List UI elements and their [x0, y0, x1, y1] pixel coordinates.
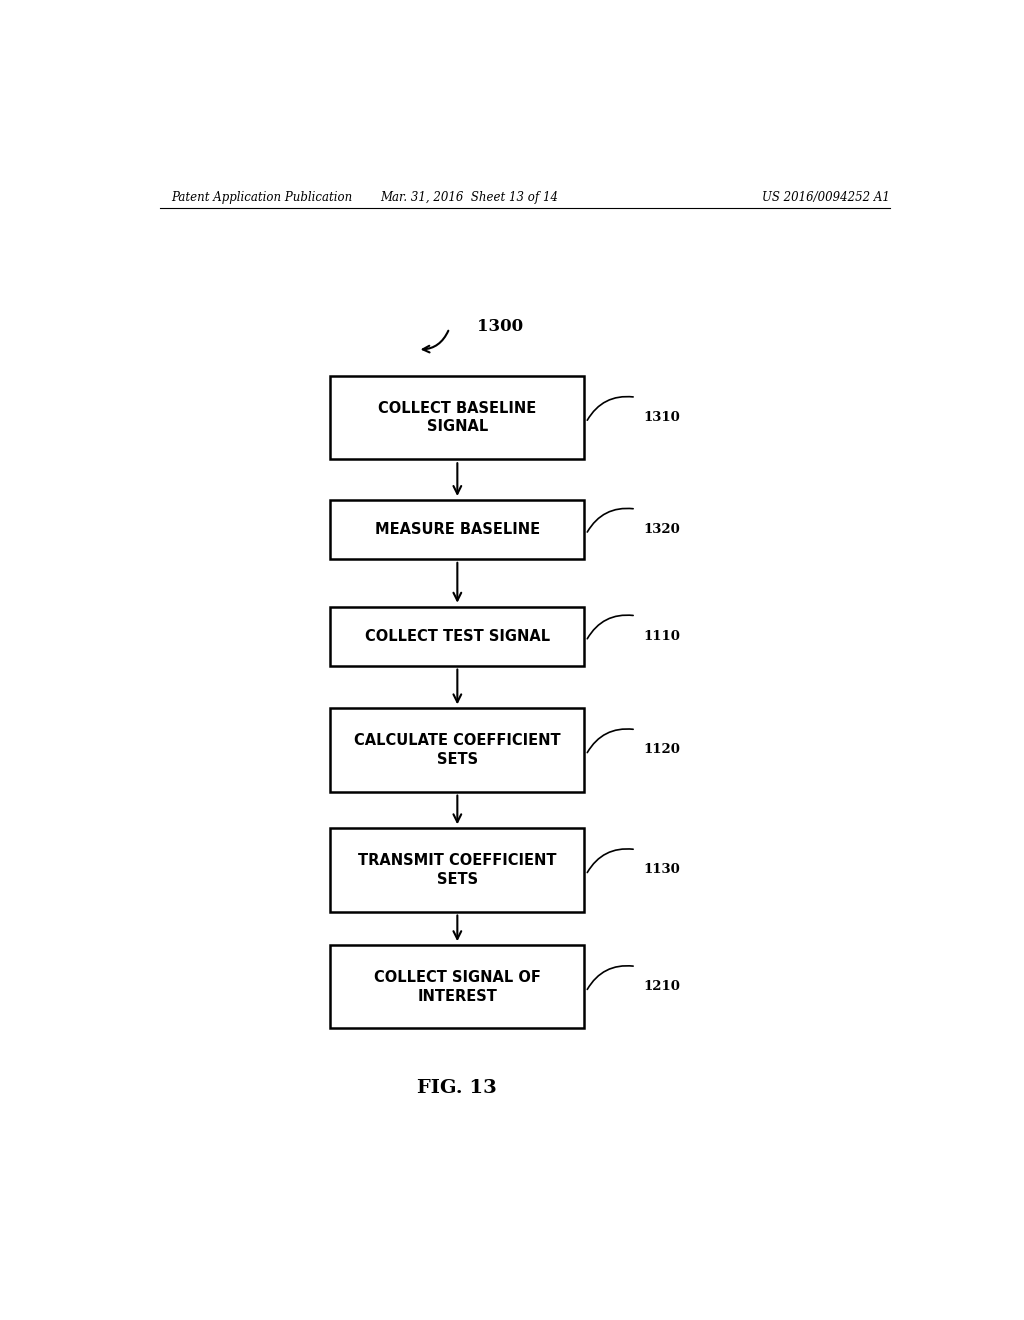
Text: 1300: 1300: [477, 318, 523, 334]
Text: US 2016/0094252 A1: US 2016/0094252 A1: [762, 190, 890, 203]
Text: FIG. 13: FIG. 13: [418, 1080, 498, 1097]
Text: 1310: 1310: [644, 411, 681, 424]
Text: COLLECT SIGNAL OF
INTEREST: COLLECT SIGNAL OF INTEREST: [374, 970, 541, 1003]
Bar: [331, 709, 585, 792]
Bar: [331, 828, 585, 912]
Text: COLLECT TEST SIGNAL: COLLECT TEST SIGNAL: [365, 628, 550, 644]
Text: 1130: 1130: [644, 863, 681, 876]
Bar: [331, 500, 585, 558]
Text: COLLECT BASELINE
SIGNAL: COLLECT BASELINE SIGNAL: [378, 401, 537, 434]
Text: 1120: 1120: [644, 743, 681, 756]
Bar: [331, 607, 585, 665]
Bar: [331, 945, 585, 1028]
Bar: [331, 376, 585, 459]
Text: 1320: 1320: [644, 523, 681, 536]
Text: TRANSMIT COEFFICIENT
SETS: TRANSMIT COEFFICIENT SETS: [358, 853, 557, 887]
Text: MEASURE BASELINE: MEASURE BASELINE: [375, 521, 540, 537]
Text: CALCULATE COEFFICIENT
SETS: CALCULATE COEFFICIENT SETS: [354, 733, 561, 767]
Text: 1210: 1210: [644, 981, 681, 993]
Text: Patent Application Publication: Patent Application Publication: [172, 190, 353, 203]
Text: 1110: 1110: [644, 630, 681, 643]
Text: Mar. 31, 2016  Sheet 13 of 14: Mar. 31, 2016 Sheet 13 of 14: [380, 190, 558, 203]
